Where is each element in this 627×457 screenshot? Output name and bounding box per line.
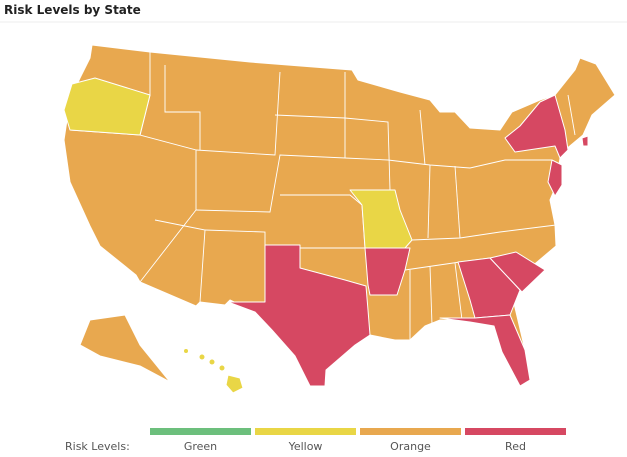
us-map [63,44,616,394]
state-border [411,224,557,241]
state-border [419,109,426,166]
state-hawaii [184,349,244,394]
state-border [427,164,431,239]
state-missouri [349,189,413,249]
state-texas [227,244,371,387]
state-arkansas [364,247,411,296]
legend-swatch [150,428,251,435]
state-border [454,165,461,239]
legend-label: Risk Levels: [65,440,130,453]
state-border [274,114,346,119]
state-border [164,65,201,150]
title: Risk Levels by State [4,3,141,17]
legend-item-label: Yellow [288,440,323,453]
state-new-york [504,94,569,159]
legend-item-label: Red [505,440,526,453]
legend-item-label: Orange [390,440,431,453]
state-border [567,94,576,136]
legend-swatch [465,428,566,435]
state-border [139,52,197,283]
state-border [429,265,433,326]
legend-item-label: Green [184,440,217,453]
state-rhode-island [581,135,589,147]
legend-swatch [255,428,356,435]
legend-swatch [360,428,461,435]
state-alaska [79,314,171,383]
state-oregon [63,77,151,136]
state-border [344,117,391,191]
state-border [195,72,346,213]
legend: Green Yellow Orange Red [150,428,566,453]
state-florida [439,314,531,387]
state-south-carolina [489,251,546,293]
state-new-jersey [547,159,563,197]
state-border [344,157,552,169]
state-border [195,71,281,156]
state-border [154,219,206,303]
state-border [454,262,463,321]
